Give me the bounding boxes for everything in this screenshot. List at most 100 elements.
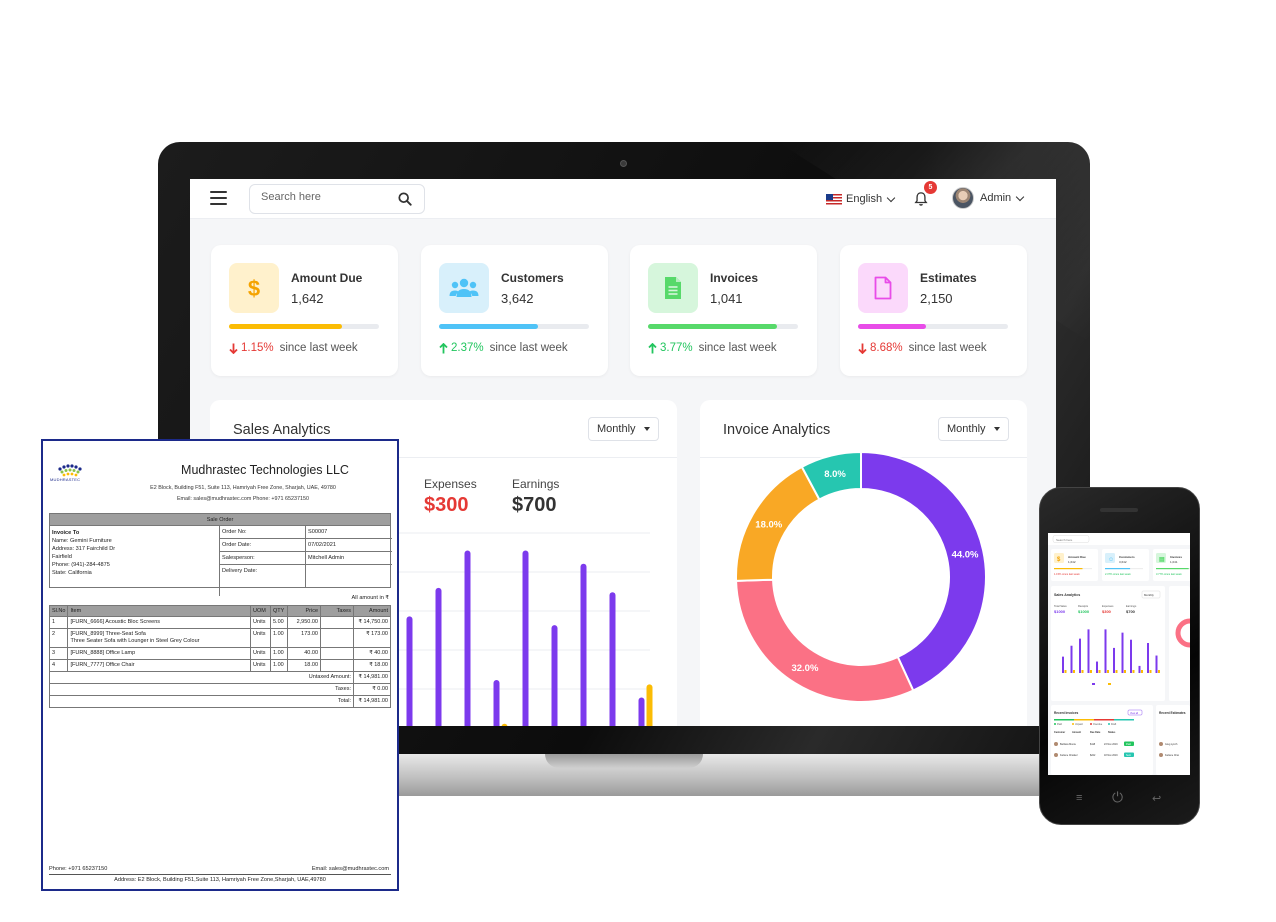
phone-bar-primary xyxy=(1079,638,1081,673)
phone-kpi-value: $300 xyxy=(1102,609,1112,614)
phone-bar-secondary xyxy=(1064,670,1067,673)
phone-status-label: Paid xyxy=(1126,743,1131,746)
stat-change: 8.68% since last week xyxy=(858,342,987,354)
totals-value: ₹ 14,981.00 xyxy=(353,671,391,684)
cell-uom: Units xyxy=(250,659,271,672)
phone-row-name: Barbara Moore xyxy=(1060,743,1077,746)
order-field: Order No: S00007 xyxy=(220,526,392,539)
totals-row: Taxes: ₹ 0.00 xyxy=(49,683,391,696)
invoice-to-line: Phone: (941)-284-4875 xyxy=(52,562,110,568)
phone-bar-secondary xyxy=(1132,670,1135,673)
user-menu[interactable]: Admin xyxy=(980,192,1025,204)
phone-bar-secondary xyxy=(1090,670,1092,673)
invoice-to-line: Name: Gemini Furniture xyxy=(52,538,112,544)
line-items-table: Sl.No Item UOM QTY Price Taxes Amount 1[… xyxy=(48,605,391,708)
column-header: Amount xyxy=(353,605,391,617)
order-field-value: Mitchell Admin xyxy=(308,555,345,561)
donut-label: 44.0% xyxy=(952,550,979,561)
search-icon[interactable] xyxy=(398,192,412,206)
phone-view-all-button xyxy=(1127,709,1143,716)
progress-fill xyxy=(229,324,342,329)
donut-label: 18.0% xyxy=(755,519,782,530)
column-header: UOM xyxy=(250,605,271,617)
search-box[interactable] xyxy=(249,184,425,214)
donut-slice xyxy=(860,450,987,692)
bar-primary xyxy=(522,550,529,726)
language-selector[interactable]: English xyxy=(826,190,896,208)
order-field-value: S00007 xyxy=(308,529,328,535)
bar-primary xyxy=(609,592,616,726)
menu-icon[interactable] xyxy=(210,191,227,205)
bell-icon[interactable] xyxy=(914,191,928,207)
phone-legend-dot xyxy=(1072,723,1074,725)
stat-title: Amount Due xyxy=(291,271,363,285)
order-field-label: Order Date: xyxy=(222,542,252,548)
phone-screen: Search here $ Amount Due 1,642 1.15% since l… xyxy=(1048,533,1190,775)
footer-email: Email: sales@mudhrastec.com xyxy=(311,866,389,872)
bar-secondary xyxy=(646,684,653,726)
column-header: Sl.No xyxy=(48,605,69,617)
phone-estimate-name: Karlene Chai xyxy=(1165,754,1179,757)
phone-avatar xyxy=(1054,753,1058,757)
stat-card-invoices[interactable]: Invoices 1,041 3.77% since last week xyxy=(630,245,817,376)
users-icon xyxy=(439,263,489,313)
cell-taxes xyxy=(320,659,354,672)
phone-back-icon[interactable]: ↩ xyxy=(1152,793,1162,805)
phone-estimate-name: Greg Lynch xyxy=(1165,743,1178,746)
kpi-label: Expenses xyxy=(424,477,477,491)
order-field-label: Delivery Date: xyxy=(222,568,258,574)
phone-status-badge xyxy=(1124,752,1134,757)
footer-divider xyxy=(49,874,391,875)
cell-item: [FURN_7777] Office Chair xyxy=(67,659,251,672)
phone-legend-dot xyxy=(1090,723,1092,725)
phone-legend-label: Overdue xyxy=(1093,723,1103,726)
phone-view-all-label: View all xyxy=(1130,712,1139,715)
table-row: 4 [FURN_7777] Office Chair Units 1.00 18.00 ₹… xyxy=(48,659,391,672)
period-dropdown[interactable]: Monthly xyxy=(938,417,1009,441)
stat-card-customers[interactable]: Customers 3,642 2.37% since last week xyxy=(421,245,608,376)
phone-menu-icon[interactable]: ≡ xyxy=(1076,792,1083,804)
phone-speaker xyxy=(1100,508,1138,512)
phone-bar-primary xyxy=(1121,632,1124,673)
phone-table-header: Customer xyxy=(1054,731,1065,734)
stat-change-percent: 1.15% xyxy=(241,342,274,354)
laptop-notch xyxy=(545,754,703,768)
phone-bar-primary xyxy=(1104,629,1107,673)
top-bar: English 5 Admin xyxy=(190,179,1056,219)
stat-card-amount-due[interactable]: $ Amount Due 1,642 1.15% since last week xyxy=(211,245,398,376)
search-input[interactable] xyxy=(261,191,391,203)
arrow-down-icon xyxy=(858,343,867,354)
phone-legend-label: Paid xyxy=(1057,723,1062,726)
column-header: QTY xyxy=(270,605,288,617)
phone-avatar xyxy=(1159,753,1163,757)
cell-qty: 1.00 xyxy=(270,628,288,648)
phone-power-icon[interactable]: ⏻ xyxy=(1112,789,1124,805)
phone-stat-icon-bg xyxy=(1156,553,1166,563)
phone-kpi-value: $1000 xyxy=(1078,609,1090,614)
us-flag-icon xyxy=(826,193,842,205)
caret-down-icon xyxy=(993,427,1000,431)
phone-status-badge xyxy=(1124,741,1134,746)
phone-search-placeholder: Search here xyxy=(1056,538,1073,542)
bar-primary xyxy=(435,587,442,726)
phone-row-amount: $222 xyxy=(1090,754,1096,757)
chevron-down-icon xyxy=(1015,192,1025,201)
phone-stat-title: Customers xyxy=(1119,555,1135,559)
period-dropdown[interactable]: Monthly xyxy=(588,417,659,441)
avatar[interactable] xyxy=(952,187,974,209)
totals-label: Total: xyxy=(49,695,354,708)
stat-card-estimates[interactable]: Estimates 2,150 8.68% since last week xyxy=(840,245,1027,376)
order-field: Salesperson: Mitchell Admin xyxy=(220,552,392,565)
phone-bar-primary xyxy=(1147,643,1149,673)
progress-fill xyxy=(858,324,926,329)
phone-bar-secondary xyxy=(1115,670,1118,673)
bar-primary xyxy=(551,625,558,726)
phone-row-date: 23 Nov 2019 xyxy=(1104,743,1118,746)
progress-bar xyxy=(858,324,1008,329)
phone-bar-secondary xyxy=(1149,670,1152,673)
stat-change-period: since last week xyxy=(698,342,777,354)
kpi-label: Earnings xyxy=(512,477,560,491)
arrow-up-icon xyxy=(648,342,657,353)
cell-uom: Units xyxy=(250,628,271,648)
